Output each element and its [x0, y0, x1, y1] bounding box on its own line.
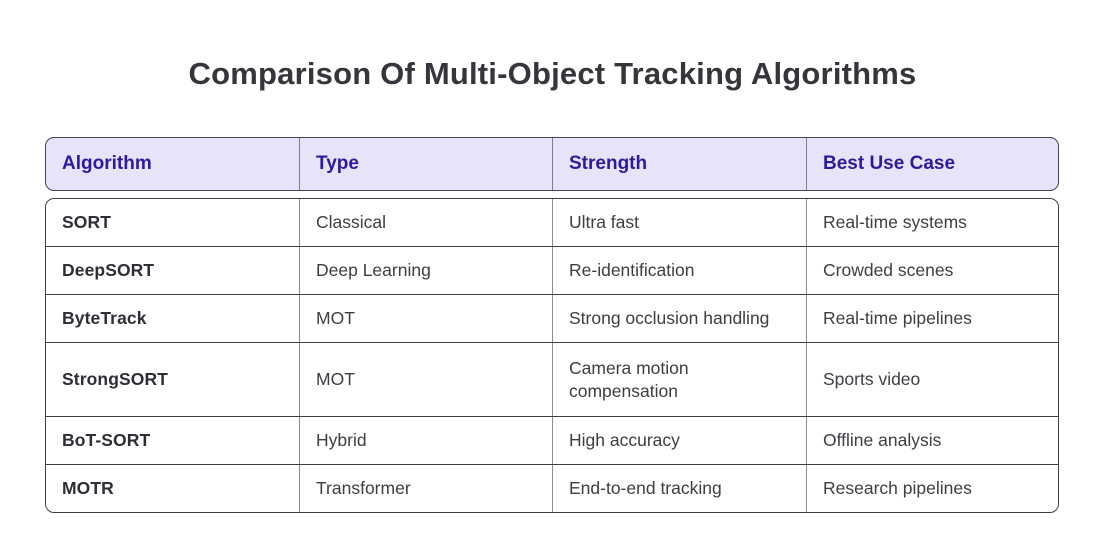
cell-best-use-case: Real-time systems	[806, 199, 1058, 246]
cell-type: Deep Learning	[299, 247, 552, 294]
cell-algorithm: StrongSORT	[62, 369, 168, 390]
cell-type: Transformer	[299, 465, 552, 512]
cell-best-use-case: Offline analysis	[806, 417, 1058, 464]
cell-best-use-case: Research pipelines	[806, 465, 1058, 512]
cell-type: MOT	[299, 295, 552, 342]
column-header-type: Type	[299, 138, 552, 190]
cell-type: MOT	[299, 343, 552, 416]
comparison-table: Algorithm Type Strength Best Use Case SO…	[45, 137, 1059, 513]
cell-algorithm: BoT-SORT	[62, 430, 151, 451]
table-body: SORT Classical Ultra fast Real-time syst…	[45, 198, 1059, 513]
column-header-strength: Strength	[552, 138, 806, 190]
cell-strength: Ultra fast	[552, 199, 806, 246]
table-row: MOTR Transformer End-to-end tracking Res…	[46, 464, 1058, 512]
table-header-row: Algorithm Type Strength Best Use Case	[45, 137, 1059, 191]
cell-algorithm: ByteTrack	[62, 308, 147, 329]
table-row: ByteTrack MOT Strong occlusion handling …	[46, 294, 1058, 342]
cell-strength: Strong occlusion handling	[552, 295, 806, 342]
cell-type: Classical	[299, 199, 552, 246]
cell-strength: End-to-end tracking	[552, 465, 806, 512]
cell-algorithm: MOTR	[62, 478, 114, 499]
table-row: BoT-SORT Hybrid High accuracy Offline an…	[46, 416, 1058, 464]
cell-best-use-case: Crowded scenes	[806, 247, 1058, 294]
cell-best-use-case: Real-time pipelines	[806, 295, 1058, 342]
cell-strength: High accuracy	[552, 417, 806, 464]
cell-type: Hybrid	[299, 417, 552, 464]
cell-best-use-case: Sports video	[806, 343, 1058, 416]
column-header-algorithm: Algorithm	[62, 153, 152, 174]
table-row: DeepSORT Deep Learning Re-identification…	[46, 246, 1058, 294]
column-header-best-use-case: Best Use Case	[806, 138, 1058, 190]
table-row: SORT Classical Ultra fast Real-time syst…	[46, 199, 1058, 246]
table-row: StrongSORT MOT Camera motion compensatio…	[46, 342, 1058, 416]
cell-strength: Camera motion compensation	[552, 343, 806, 416]
cell-algorithm: DeepSORT	[62, 260, 155, 281]
cell-algorithm: SORT	[62, 212, 112, 233]
page-title: Comparison Of Multi-Object Tracking Algo…	[188, 56, 917, 91]
cell-strength: Re-identification	[552, 247, 806, 294]
